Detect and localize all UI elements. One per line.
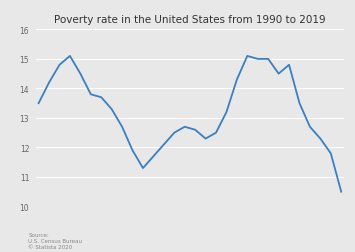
Text: Source:
U.S. Census Bureau
© Statista 2020: Source: U.S. Census Bureau © Statista 20… <box>28 232 82 249</box>
Title: Poverty rate in the United States from 1990 to 2019: Poverty rate in the United States from 1… <box>54 15 326 25</box>
